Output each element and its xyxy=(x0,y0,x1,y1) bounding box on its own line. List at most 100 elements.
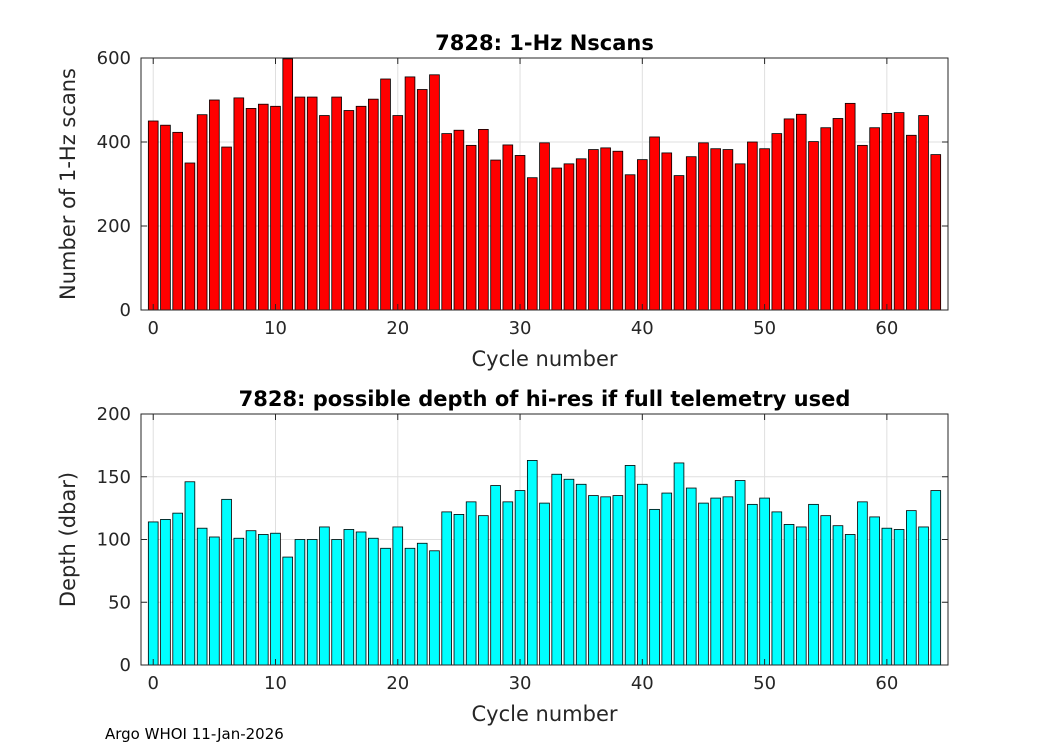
bar xyxy=(368,98,379,311)
x-axis-label: Cycle number xyxy=(471,702,617,726)
bar xyxy=(795,526,807,666)
bar xyxy=(734,163,746,311)
bar xyxy=(282,58,294,311)
bar xyxy=(453,129,465,311)
bar xyxy=(747,503,758,666)
bar xyxy=(661,152,673,311)
bar xyxy=(563,478,575,666)
bar xyxy=(673,462,685,666)
x-tick-label: 20 xyxy=(386,318,409,339)
bar xyxy=(404,76,416,311)
footer-credit: Argo WHOI 11-Jan-2026 xyxy=(105,725,284,743)
bar xyxy=(294,539,306,666)
y-tick-label: 150 xyxy=(97,467,131,488)
x-tick-label: 0 xyxy=(148,318,159,339)
bar xyxy=(710,148,721,311)
bar xyxy=(612,495,624,666)
bar xyxy=(918,115,929,311)
bar xyxy=(526,460,538,666)
bar xyxy=(808,503,819,666)
y-tick-label: 600 xyxy=(97,48,131,69)
bar xyxy=(209,99,220,311)
bar xyxy=(539,502,550,666)
y-tick-label: 200 xyxy=(97,216,131,237)
bar xyxy=(147,521,159,666)
bar xyxy=(184,481,196,666)
bar xyxy=(196,527,208,666)
bar xyxy=(820,515,832,666)
bar xyxy=(465,144,477,311)
bar xyxy=(319,526,330,666)
bar xyxy=(147,120,159,311)
bar xyxy=(649,508,660,666)
y-axis-label: Number of 1-Hz scans xyxy=(56,68,80,300)
bar xyxy=(172,131,183,311)
bar xyxy=(747,141,758,311)
bar xyxy=(820,127,832,311)
bar xyxy=(588,495,599,666)
bar xyxy=(600,496,611,666)
y-tick-label: 0 xyxy=(120,655,131,676)
bar xyxy=(355,105,367,311)
bar xyxy=(490,159,501,311)
bar xyxy=(685,487,697,666)
bar xyxy=(783,524,795,666)
bar xyxy=(355,531,367,666)
bar xyxy=(392,115,404,311)
bar xyxy=(575,483,587,666)
y-tick-label: 200 xyxy=(97,404,131,425)
bar xyxy=(624,174,636,311)
bar xyxy=(844,102,856,311)
bar xyxy=(184,162,196,311)
bar xyxy=(906,510,917,666)
bar xyxy=(563,163,575,311)
bar xyxy=(722,496,734,666)
x-tick-label: 40 xyxy=(631,318,654,339)
x-tick-label: 10 xyxy=(264,318,287,339)
chart-depth: 0 10 20 30 40 50 60 0 50 100 150 200 7828: possible … xyxy=(56,387,949,726)
x-tick-label: 40 xyxy=(631,673,654,694)
bar xyxy=(221,498,232,666)
bar xyxy=(221,146,232,311)
bar xyxy=(392,526,404,666)
bar xyxy=(637,159,648,311)
bar xyxy=(526,177,538,311)
bar xyxy=(441,511,452,666)
bar xyxy=(294,96,306,311)
bar xyxy=(490,485,501,666)
y-tick-label: 100 xyxy=(97,530,131,551)
bar xyxy=(429,550,440,666)
bar xyxy=(196,114,208,311)
bar xyxy=(759,497,770,666)
bar xyxy=(857,501,868,666)
bar xyxy=(869,127,880,311)
chart-title: 7828: possible depth of hi-res if full t… xyxy=(239,387,851,411)
bar xyxy=(257,534,269,666)
bar xyxy=(160,124,171,311)
bar xyxy=(783,118,795,311)
bar xyxy=(906,134,917,311)
y-axis-label: Depth (dbar) xyxy=(56,472,80,607)
bar xyxy=(661,492,673,666)
bar xyxy=(588,149,599,311)
bar xyxy=(722,149,734,311)
y-tick-label: 400 xyxy=(97,132,131,153)
bar xyxy=(771,511,783,666)
x-tick-label: 60 xyxy=(875,318,898,339)
bar xyxy=(306,96,318,311)
bar xyxy=(502,501,514,666)
bar xyxy=(160,519,171,666)
bar xyxy=(331,96,342,311)
bar xyxy=(514,155,526,311)
bar xyxy=(270,532,281,666)
bar xyxy=(282,556,294,666)
bar xyxy=(245,530,257,666)
x-tick-label: 50 xyxy=(753,673,776,694)
bar xyxy=(233,537,245,666)
bar xyxy=(429,74,440,311)
x-tick-label: 0 xyxy=(148,673,159,694)
bar xyxy=(930,154,942,311)
x-tick-label: 10 xyxy=(264,673,287,694)
bar xyxy=(343,110,355,311)
